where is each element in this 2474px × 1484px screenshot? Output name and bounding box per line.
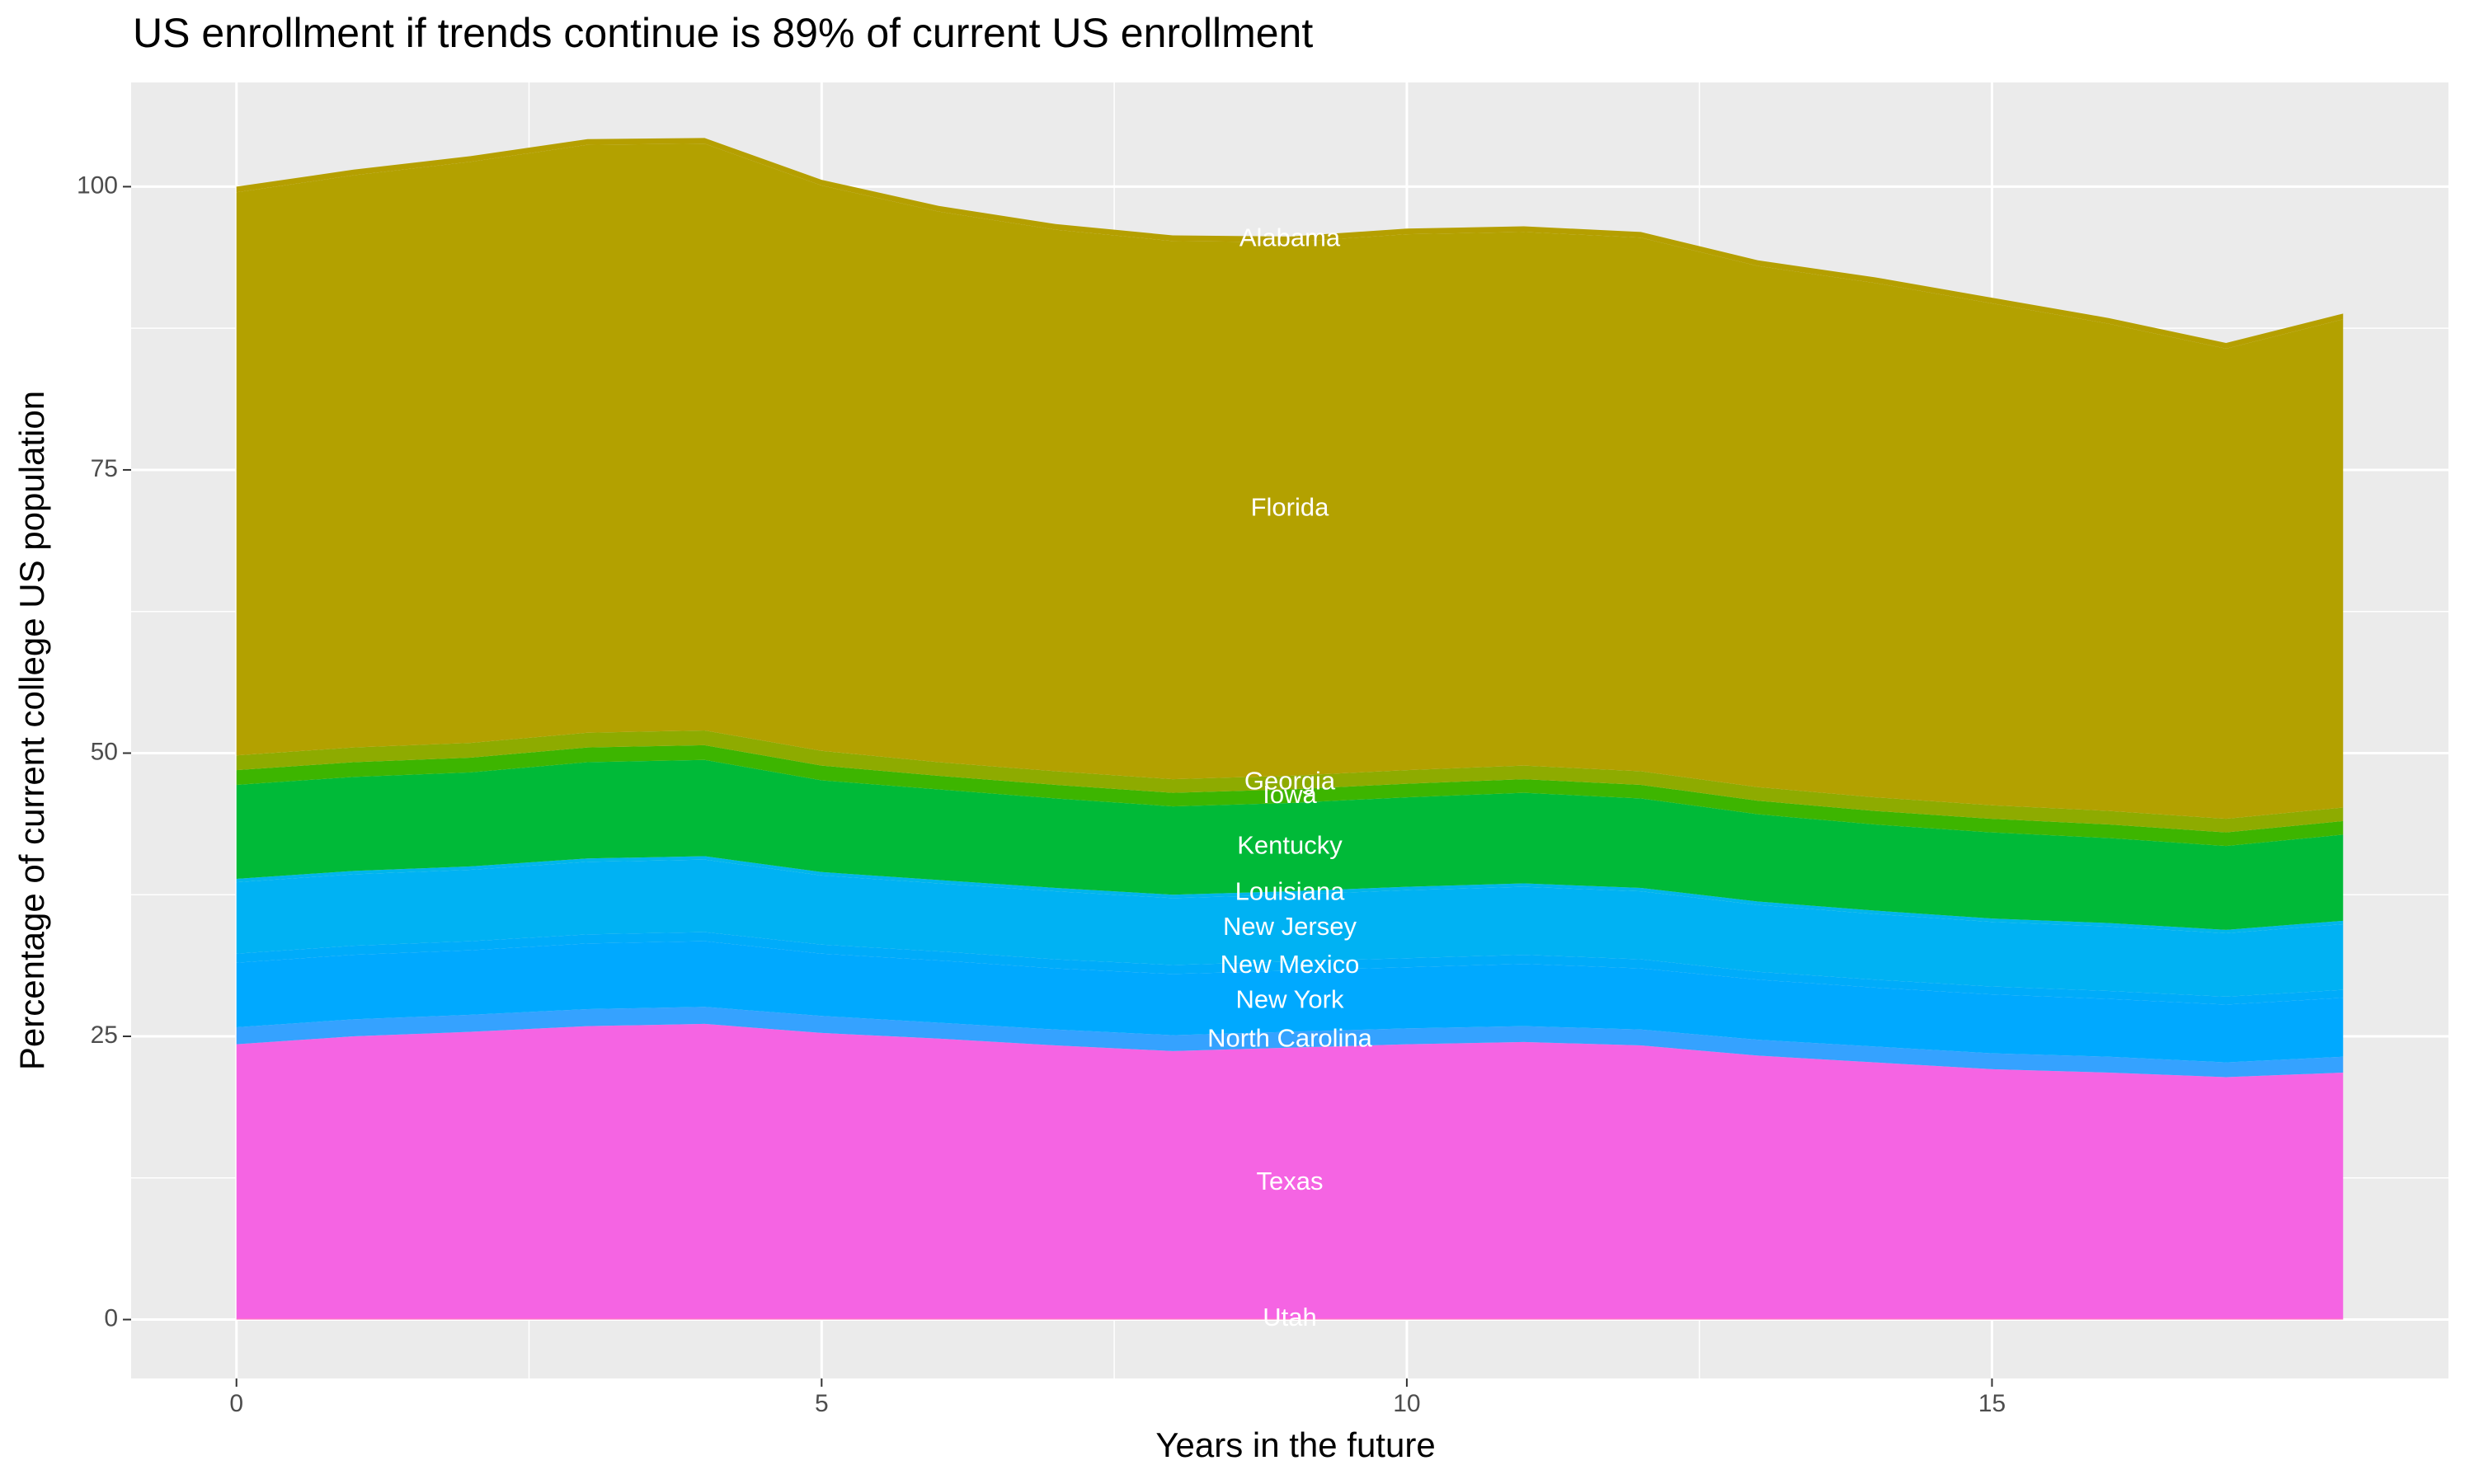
area-label: North Carolina [1207, 1023, 1373, 1052]
area [236, 941, 2344, 1063]
area-label: Kentucky [1237, 831, 1343, 860]
area [236, 1007, 2344, 1078]
y-tick-label: 75 [91, 455, 118, 482]
x-tick-label: 10 [1393, 1390, 1420, 1417]
y-tick-label: 50 [91, 738, 118, 765]
area [236, 932, 2344, 1005]
y-tick-label: 25 [91, 1021, 118, 1049]
y-tick-label: 0 [104, 1304, 118, 1331]
chart-title: US enrollment if trends continue is 89% … [133, 10, 1313, 56]
area-label: New York [1236, 985, 1344, 1014]
area [236, 1023, 2344, 1319]
y-tick-label: 100 [77, 171, 118, 199]
area [236, 138, 2344, 349]
area-label: Texas [1257, 1167, 1324, 1195]
area [236, 759, 2344, 930]
area [236, 143, 2344, 819]
y-axis-title: Percentage of current college US populat… [12, 391, 51, 1070]
x-tick-label: 5 [815, 1390, 829, 1417]
area-label: Florida [1251, 493, 1330, 522]
area [236, 744, 2344, 847]
area [236, 859, 2344, 997]
area-label: New Jersey [1223, 912, 1357, 941]
x-axis-title: Years in the future [1155, 1425, 1435, 1464]
x-tick-label: 0 [229, 1390, 243, 1417]
area-label: Georgia [1244, 766, 1336, 795]
area-label: Alabama [1239, 223, 1341, 252]
area-label: Iowa [1263, 780, 1317, 809]
area [236, 1318, 2344, 1320]
area [236, 730, 2344, 833]
area-label: Utah [1263, 1303, 1316, 1331]
x-tick-label: 15 [1978, 1390, 2006, 1417]
area [236, 856, 2344, 933]
area-label: Louisiana [1235, 876, 1345, 905]
area-label: New Mexico [1221, 950, 1360, 979]
